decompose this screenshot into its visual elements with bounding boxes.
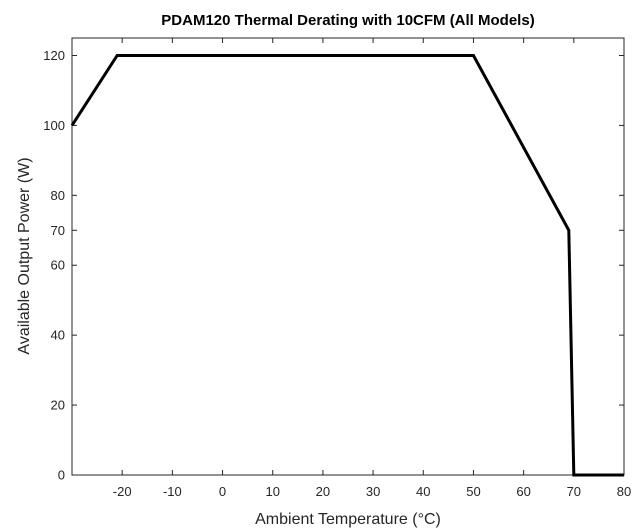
y-tick-label: 70 <box>51 223 65 238</box>
plot-area <box>71 37 625 476</box>
x-tick-label: -10 <box>163 484 182 499</box>
y-tick-label: 80 <box>51 188 65 203</box>
chart-title: PDAM120 Thermal Derating with 10CFM (All… <box>161 12 534 29</box>
x-tick-label: 50 <box>466 484 480 499</box>
y-axis-label: Available Output Power (W) <box>16 157 33 354</box>
x-axis: -20 -10 0 10 20 30 40 50 60 70 80 <box>113 38 631 499</box>
x-tick-label: 70 <box>567 484 581 499</box>
x-tick-label: 80 <box>617 484 631 499</box>
x-tick-label: 20 <box>316 484 330 499</box>
y-tick-label: 0 <box>58 468 65 483</box>
y-axis: 0 20 40 60 70 80 100 120 <box>43 48 624 483</box>
y-tick-label: 60 <box>51 258 65 273</box>
x-axis-label: Ambient Temperature (°C) <box>255 511 441 528</box>
y-tick-label: 120 <box>43 48 65 63</box>
x-tick-label: 60 <box>516 484 530 499</box>
y-tick-label: 20 <box>51 398 65 413</box>
x-tick-label: -20 <box>113 484 132 499</box>
x-tick-label: 40 <box>416 484 430 499</box>
derating-curve <box>70 53 624 477</box>
x-tick-label: 10 <box>265 484 279 499</box>
y-tick-label: 100 <box>43 118 65 133</box>
y-tick-label: 40 <box>51 328 65 343</box>
series-layer <box>70 53 624 477</box>
x-tick-label: 30 <box>366 484 380 499</box>
x-tick-label: 0 <box>219 484 226 499</box>
